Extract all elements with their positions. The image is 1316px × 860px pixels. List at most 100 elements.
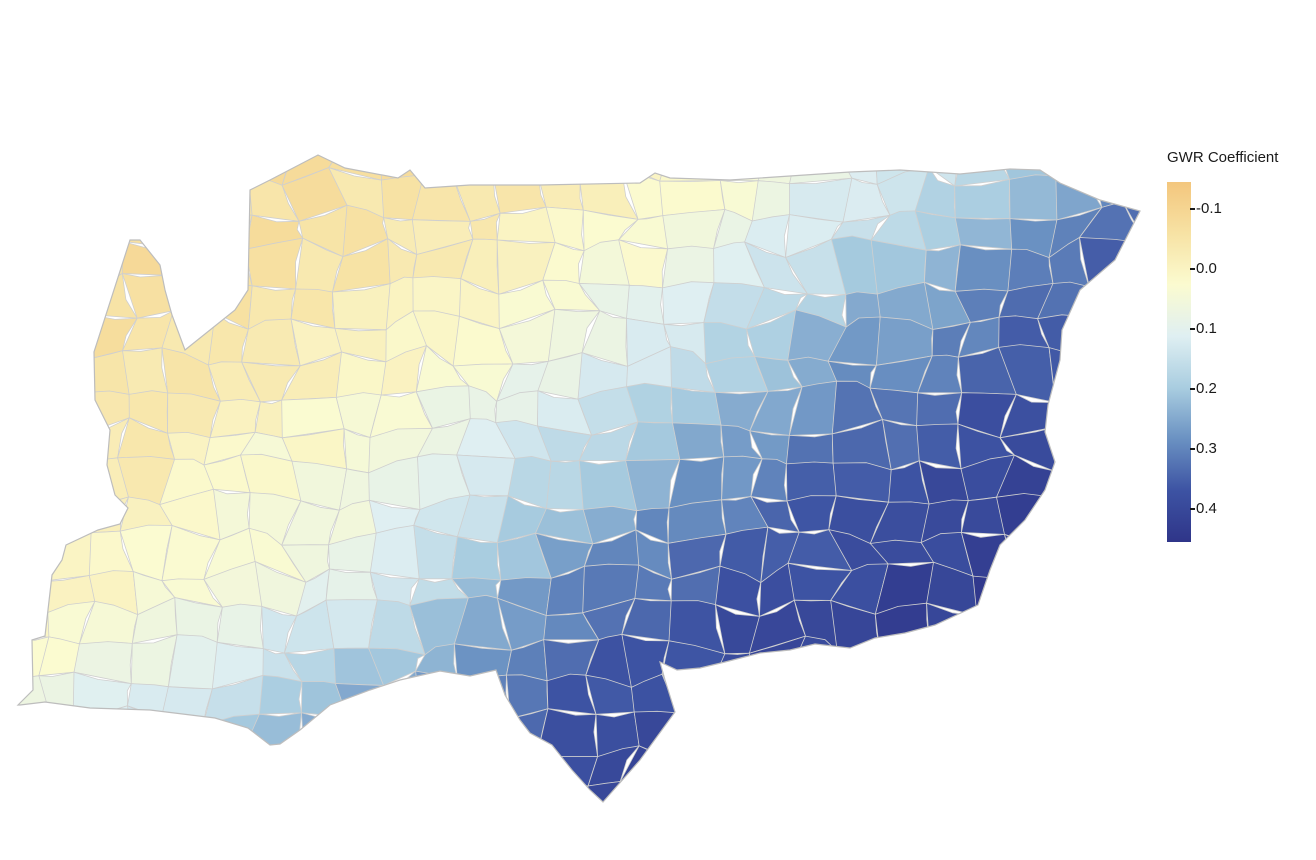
map-region [1049, 464, 1102, 503]
map-region [325, 568, 378, 601]
map-region [1134, 757, 1140, 799]
map-region [47, 386, 85, 437]
map-region [954, 244, 1013, 292]
map-region [953, 681, 1018, 720]
map-region [166, 274, 216, 314]
map-region [1047, 748, 1102, 789]
map-region [874, 706, 924, 756]
map-region [536, 708, 598, 757]
map-region [18, 275, 53, 324]
map-region [122, 347, 169, 395]
map-region [458, 711, 511, 756]
map-region [786, 433, 834, 465]
map-region [457, 791, 508, 802]
map-region [1081, 608, 1140, 646]
legend-tick [1190, 508, 1195, 510]
map-region [290, 750, 344, 787]
legend-tick [1190, 208, 1195, 210]
map-region [671, 386, 722, 426]
map-region [1048, 347, 1091, 404]
map-region [1080, 751, 1139, 789]
map-region [412, 819, 470, 860]
map-region [197, 237, 253, 287]
map-region [380, 155, 425, 181]
map-region [576, 781, 642, 802]
map-region [41, 821, 80, 860]
legend-tick [1190, 328, 1195, 330]
map-region [33, 275, 90, 318]
legend-tick-label: 0.3 [1196, 440, 1217, 457]
legend-tick [1190, 448, 1195, 450]
map-region [209, 213, 253, 250]
map-region [1004, 817, 1047, 860]
map-region [32, 741, 93, 793]
map-region [703, 705, 767, 752]
legend-tick-label: 0.4 [1196, 500, 1217, 517]
map-region [912, 706, 979, 756]
map-region [36, 356, 94, 394]
map-region [18, 577, 49, 616]
map-region [831, 714, 888, 759]
map-region [875, 814, 923, 859]
map-region [753, 746, 791, 797]
map-region [746, 831, 809, 860]
map-region [1090, 466, 1134, 509]
map-region [672, 422, 725, 460]
map-region [703, 744, 767, 797]
map-region [717, 670, 750, 723]
map-region [887, 676, 924, 716]
map-region [18, 741, 51, 793]
map-region [1131, 565, 1140, 617]
map-region [1004, 780, 1054, 802]
map-region [1009, 174, 1060, 221]
map-region [410, 744, 475, 795]
legend-tick-label: -0.1 [1196, 200, 1222, 217]
map-region [960, 823, 1007, 860]
map-region [1038, 676, 1092, 720]
map-region [999, 682, 1049, 720]
map-region [39, 155, 75, 184]
map-region [450, 155, 510, 176]
map-region [959, 789, 1010, 802]
map-region [785, 746, 833, 798]
map-region [619, 781, 667, 802]
map-region [127, 751, 165, 793]
map-region [242, 776, 292, 802]
map-region [491, 752, 543, 793]
map-region [831, 784, 885, 802]
map-region [73, 155, 135, 180]
map-region [1129, 644, 1140, 685]
map-region [205, 754, 245, 787]
map-region [119, 205, 173, 248]
map-region [1093, 155, 1134, 185]
map-region [1004, 596, 1053, 647]
map-region [162, 784, 215, 802]
map-region [114, 155, 174, 177]
map-region [18, 155, 41, 184]
map-region [832, 462, 892, 503]
map-region [1079, 237, 1140, 295]
map-region [1093, 416, 1138, 470]
legend-tick [1190, 388, 1195, 390]
map-region [916, 392, 963, 427]
map-region [1136, 783, 1140, 802]
map-region [1084, 359, 1138, 393]
map-region [458, 818, 511, 860]
map-region [659, 155, 721, 182]
map-region [1090, 388, 1140, 419]
legend-tick-label: 0.2 [1196, 380, 1217, 397]
map-region [1129, 717, 1140, 759]
map-region [0, 822, 46, 860]
map-region [81, 350, 130, 395]
map-region [789, 177, 853, 223]
map-region [1042, 780, 1088, 802]
map-region [508, 814, 545, 860]
map-region [18, 490, 35, 542]
map-region [1038, 601, 1104, 647]
map-region [1009, 748, 1054, 792]
map-region [539, 814, 582, 860]
map-region [465, 744, 506, 795]
map-region [206, 820, 251, 860]
map-region [874, 747, 925, 786]
map-region [127, 784, 165, 802]
